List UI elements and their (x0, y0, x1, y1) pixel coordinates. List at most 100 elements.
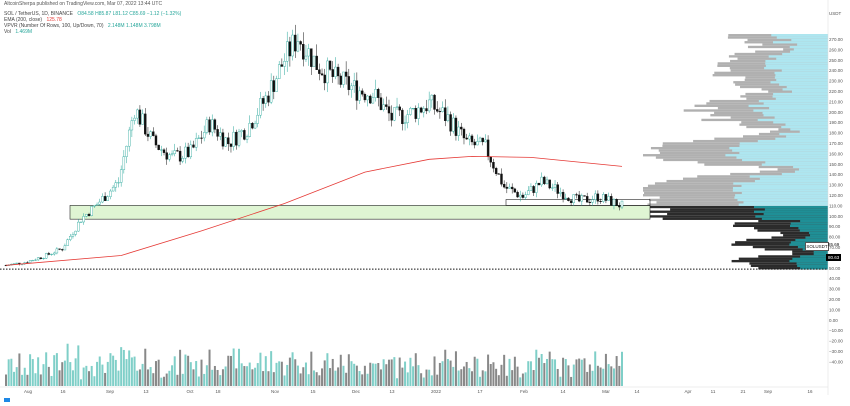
profile-row (643, 205, 828, 209)
candle-body (79, 221, 83, 223)
volume-bar (412, 366, 415, 386)
volume-bar (23, 367, 26, 386)
volume-bar (315, 372, 318, 386)
profile-row (757, 229, 828, 232)
y-axis-label: −10.00 (829, 328, 843, 333)
candle-body (288, 41, 292, 57)
volume-bar (163, 376, 166, 386)
candle-body (535, 182, 538, 193)
ema-legend[interactable]: EMA (200, close) 125.78 (4, 17, 62, 23)
y-axis-label: 40.00 (829, 276, 841, 281)
x-axis-label: Oct (186, 389, 194, 394)
volume-bar (337, 367, 340, 386)
volume-bar (74, 358, 77, 386)
x-axis[interactable]: Aug 16 Sep 13 Oct 18 Nov 15 Dec 13 2022 17 Feb 14 Mar 1… (24, 389, 813, 394)
volume-bar (513, 356, 516, 386)
candle-body (202, 132, 206, 139)
volume-bar (425, 369, 428, 386)
profile-row-up (786, 85, 828, 89)
profile-row-up (796, 262, 828, 265)
volume-bar (428, 369, 431, 386)
profile-row (738, 257, 828, 260)
volume-bar (521, 373, 524, 386)
candle-body (77, 221, 80, 232)
volume-bar (371, 363, 374, 386)
candle-body (63, 245, 67, 251)
candle-body (602, 194, 605, 202)
candle-body (604, 194, 608, 201)
y-axis-label: 200.00 (829, 110, 843, 115)
volume-bar (66, 343, 69, 386)
volume-bar (205, 365, 208, 386)
candle-body (436, 109, 439, 112)
candle-body (114, 182, 118, 188)
candle-body (452, 117, 455, 132)
candle-body (283, 61, 286, 67)
candle-body (192, 144, 195, 148)
volume-bar (495, 368, 498, 386)
candle-body (588, 201, 592, 203)
volume-bar (109, 353, 112, 386)
volume-bar (570, 376, 573, 386)
y-axis-label: 190.00 (829, 120, 843, 125)
y-axis-unit: USDT (829, 11, 842, 16)
volume-bar (618, 365, 621, 386)
volume-bar (160, 377, 163, 386)
volume-bar (69, 362, 72, 386)
profile-row (643, 210, 828, 213)
candle-body (393, 107, 396, 121)
profile-row-up (739, 144, 828, 147)
profile-row-up (763, 212, 828, 216)
y-axis-label: 230.00 (829, 79, 843, 84)
volume-bar (471, 371, 474, 386)
candle-body (184, 146, 187, 159)
profile-row-up (782, 88, 828, 91)
profile-row-up (790, 128, 828, 131)
volume-bar (465, 361, 468, 386)
volume-bar (583, 358, 586, 386)
candle-body (34, 259, 37, 261)
volume-bar (449, 360, 452, 386)
candle-body (194, 138, 198, 148)
volume-bar (446, 359, 449, 386)
volume-bar (511, 370, 514, 386)
ema-value: 125.78 (46, 17, 62, 23)
volume-bar (409, 357, 412, 386)
volume-bar (353, 363, 356, 386)
symbol-legend[interactable]: SOL / TetherUS, 1D, BINANCE O84.58 H85.8… (4, 11, 181, 17)
tradingview-logo[interactable] (4, 397, 12, 403)
candle-body (261, 98, 265, 104)
candle-body (146, 133, 150, 137)
volume-bar (540, 354, 543, 386)
volume-bar (267, 371, 270, 386)
volume-bar (350, 361, 353, 386)
x-axis-label: Feb (520, 389, 528, 394)
candle-body (302, 44, 305, 60)
volume-bar (262, 371, 265, 386)
candle-body (133, 117, 136, 121)
vpvr-legend[interactable]: VPVR (Number Of Rows, 100, Up/Down, 70) … (4, 23, 161, 29)
profile-row-up (775, 74, 828, 77)
y-axis[interactable]: 270.00 260.00 250.00 240.00 230.00 220.00 210.… (829, 37, 843, 364)
volume-bar (173, 356, 176, 386)
y-axis-label: 150.00 (829, 162, 843, 167)
volume-legend[interactable]: Vol 1.469M (4, 29, 32, 35)
profile-row-up (773, 121, 828, 124)
y-axis-label: −20.00 (829, 339, 843, 344)
y-axis-label: 170.00 (829, 141, 843, 146)
candle-body (516, 191, 519, 198)
support-zone[interactable] (69, 205, 651, 220)
y-axis-label: 80.00 (829, 235, 841, 240)
profile-row-up (753, 109, 828, 112)
volume-bar (326, 353, 329, 386)
volume-bar (93, 376, 96, 386)
candle-body (157, 144, 160, 150)
candle-body (248, 123, 251, 137)
last-price-tag: 85.69 (828, 242, 840, 247)
volume-bar (329, 368, 332, 386)
volume-bar (291, 352, 294, 386)
candle-body (160, 149, 163, 151)
volume-bar (227, 355, 230, 386)
volume-bar (157, 359, 160, 386)
